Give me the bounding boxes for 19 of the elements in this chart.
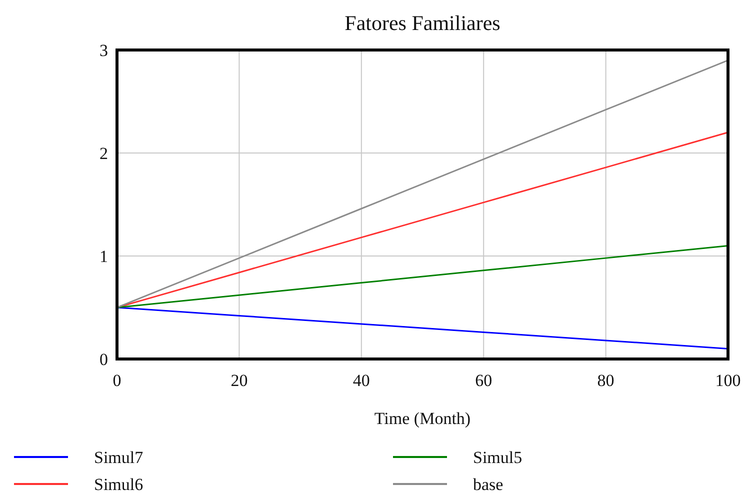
x-tick-label: 40 (352, 371, 370, 390)
line-series (116, 244, 729, 308)
line-series (116, 60, 729, 308)
legend-label: Simul7 (94, 448, 144, 467)
x-tick-label: 0 (112, 371, 122, 390)
x-tick-label: 60 (475, 371, 492, 390)
legend-label: base (473, 475, 504, 494)
y-tick-label: 0 (100, 350, 108, 369)
chart-title: Fatores Familiares (344, 11, 500, 35)
y-tick-label: 3 (100, 41, 108, 60)
x-tick-label: 100 (715, 371, 741, 390)
x-tick-label: 80 (597, 371, 614, 390)
x-axis-title: Time (Month) (374, 409, 471, 428)
y-tick-label: 2 (100, 144, 108, 163)
legend-label: Simul6 (94, 475, 144, 494)
y-tick-label: 1 (100, 247, 108, 266)
line-series (116, 306, 729, 350)
legend-label: Simul5 (473, 448, 522, 467)
x-tick-label: 20 (230, 371, 248, 390)
